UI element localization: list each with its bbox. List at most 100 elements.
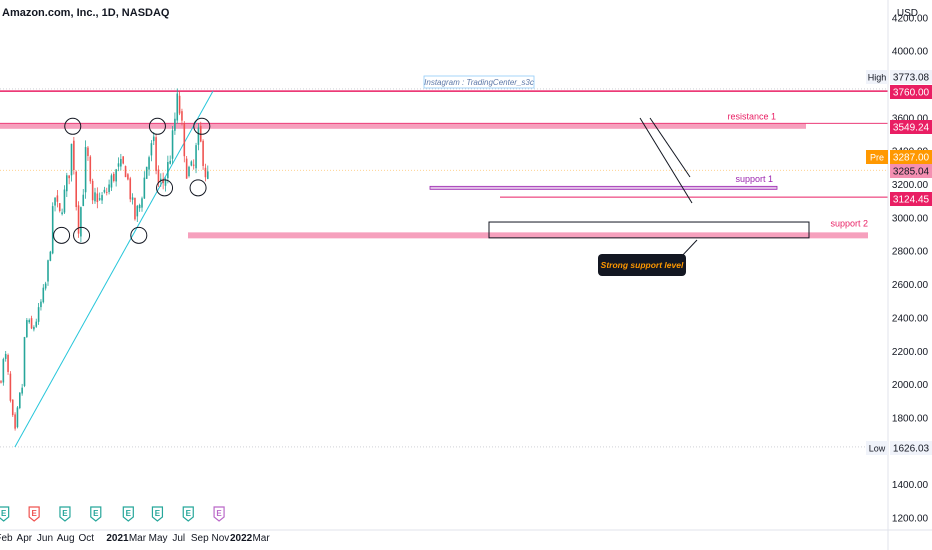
candle-body — [96, 193, 99, 203]
candle-body — [42, 287, 45, 303]
price-label-bg — [890, 164, 932, 178]
price-label-bg — [890, 441, 932, 455]
candle-body — [33, 326, 35, 330]
candle-body — [136, 205, 139, 217]
currency-label[interactable]: USD — [897, 8, 918, 19]
price-label[interactable]: 3287.00 — [893, 153, 930, 164]
time-axis[interactable]: FebAprJunAugOct2021MarMayJulSepNov2022Ma… — [0, 529, 932, 544]
y-tick-label: 3200.00 — [892, 180, 929, 191]
strong-support-callout[interactable] — [598, 254, 686, 276]
price-label[interactable]: 3549.24 — [893, 123, 930, 134]
earnings-marker-label: E — [1, 509, 7, 518]
candle-body — [40, 301, 42, 308]
price-label[interactable]: 3285.04 — [893, 167, 930, 178]
earnings-marker-label: E — [186, 509, 192, 518]
price-label[interactable]: 3124.45 — [893, 195, 930, 206]
candle-body — [19, 392, 21, 409]
x-tick-label: Nov — [212, 533, 230, 544]
resistance-1-label: resistance 1 — [727, 111, 776, 121]
candle-body — [58, 203, 61, 212]
touch-point-marker[interactable] — [189, 179, 207, 197]
earnings-marker-icon[interactable] — [182, 506, 194, 522]
candle-body — [155, 137, 157, 172]
strong-support-box[interactable] — [488, 221, 810, 239]
channel-line-lower[interactable] — [639, 117, 693, 204]
y-tick-label: 2600.00 — [892, 280, 929, 291]
candle-body — [63, 189, 66, 213]
candle-body — [47, 260, 49, 282]
candle-body — [101, 195, 103, 201]
support-1-zone[interactable] — [429, 185, 778, 190]
support-2-zone[interactable] — [188, 232, 868, 239]
candle-body — [82, 194, 85, 206]
candle-body — [103, 189, 106, 193]
touch-point-marker[interactable] — [193, 117, 211, 135]
y-tick-label: 2800.00 — [892, 247, 929, 258]
earnings-marker-icon[interactable] — [28, 506, 40, 522]
resistance-1-zone[interactable] — [0, 123, 806, 129]
candle-body — [127, 174, 129, 180]
price-label[interactable]: 1626.03 — [893, 444, 930, 455]
candle-body — [77, 205, 80, 234]
earnings-marker-label: E — [126, 509, 132, 518]
candle-body — [120, 158, 122, 167]
candles[interactable] — [0, 88, 209, 431]
candle-body — [75, 171, 77, 207]
candle-body — [66, 175, 68, 192]
price-label-bg — [890, 85, 932, 99]
candle-body — [188, 166, 190, 177]
price-label-bg — [890, 150, 932, 164]
price-label-tag: Low — [869, 444, 886, 454]
candle-body — [167, 162, 169, 179]
earnings-marker-icon[interactable] — [0, 506, 10, 522]
touch-point-marker[interactable] — [130, 226, 148, 244]
candle-body — [91, 180, 94, 201]
earnings-marker-icon[interactable] — [151, 506, 164, 522]
earnings-marker-icon[interactable] — [122, 506, 134, 522]
y-tick-label: 1800.00 — [892, 413, 929, 424]
price-axis[interactable]: 1200.001400.001600.001800.002000.002200.… — [866, 0, 932, 550]
price-label[interactable]: 3773.08 — [893, 73, 930, 84]
candle-body — [122, 156, 124, 164]
x-tick-label: Mar — [252, 533, 270, 544]
x-tick-label: May — [149, 533, 168, 544]
earnings-marker-label: E — [216, 509, 222, 518]
x-tick-label: Oct — [79, 533, 95, 544]
channel-line-upper[interactable] — [649, 117, 691, 178]
candle-body — [113, 173, 115, 181]
candle-body — [98, 198, 101, 200]
candle-body — [16, 407, 19, 428]
y-tick-label: 2000.00 — [892, 380, 929, 391]
touch-point-marker[interactable] — [156, 179, 174, 197]
candle-body — [44, 283, 47, 289]
touch-point-marker[interactable] — [64, 117, 82, 135]
uptrend-line[interactable] — [14, 90, 214, 448]
price-label-tag-bg — [866, 441, 888, 455]
x-tick-label: 2022 — [230, 533, 253, 544]
price-label-bg — [890, 70, 932, 84]
earnings-marker-icon[interactable] — [59, 506, 71, 522]
levels — [0, 88, 888, 448]
earnings-marker-icon[interactable] — [90, 506, 102, 522]
candle-body — [138, 204, 141, 209]
candle-body — [145, 166, 148, 179]
earnings-marker-icon[interactable] — [213, 506, 225, 522]
candle-body — [11, 399, 14, 416]
candle-body — [185, 158, 188, 179]
touch-point-marker[interactable] — [148, 117, 166, 135]
price-label[interactable]: 3760.00 — [893, 88, 930, 99]
candle-body — [178, 95, 181, 114]
candle-body — [181, 111, 183, 121]
touch-point-marker[interactable] — [53, 226, 71, 244]
touch-point-marker[interactable] — [73, 226, 91, 244]
candle-body — [105, 191, 108, 193]
candle-body — [129, 178, 132, 200]
symbol-title[interactable]: Amazon.com, Inc., 1D, NASDAQ — [2, 7, 170, 19]
candle-body — [164, 179, 167, 186]
annotations: resistance 1 support 1 support 2 Strong sup… — [53, 75, 868, 276]
candle-body — [148, 157, 150, 170]
x-tick-label: Apr — [17, 533, 33, 544]
